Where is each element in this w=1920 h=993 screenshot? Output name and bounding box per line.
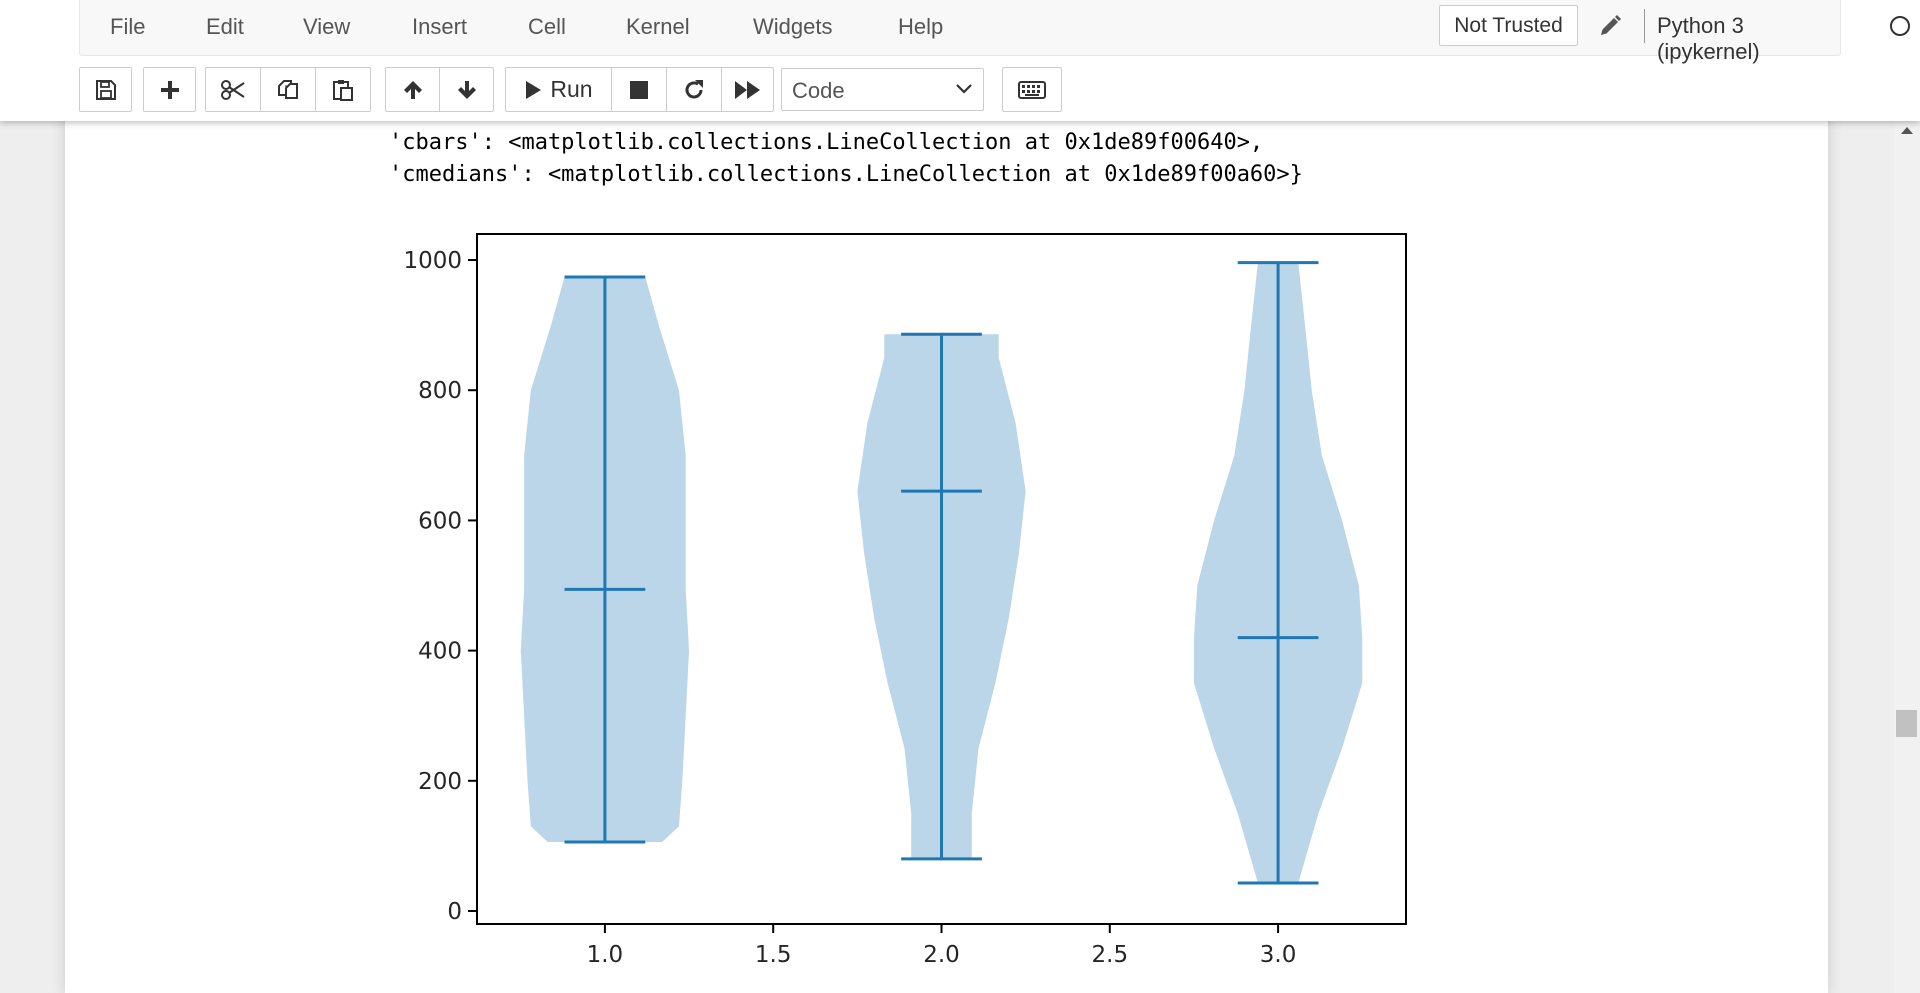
run-all-button[interactable] <box>721 67 774 112</box>
notebook-container: 'cbars': <matplotlib.collections.LineCol… <box>65 0 1828 993</box>
fast-forward-icon <box>734 80 760 99</box>
command-palette-button[interactable] <box>1002 67 1062 112</box>
y-tick-label: 1000 <box>403 248 462 274</box>
run-button[interactable]: Run <box>505 67 612 112</box>
kernel-status-icon <box>1890 16 1910 36</box>
run-button-label: Run <box>550 76 593 102</box>
page-scrollbar[interactable] <box>1894 121 1920 993</box>
restart-button[interactable] <box>666 67 722 112</box>
menu-kernel[interactable]: Kernel <box>626 14 690 39</box>
scroll-up-arrow-icon[interactable] <box>1901 127 1913 134</box>
menu-edit[interactable]: Edit <box>206 14 244 39</box>
output-text-line: 'cbars': <matplotlib.collections.LineCol… <box>389 130 1264 155</box>
y-tick-label: 800 <box>418 378 462 404</box>
notebook-header: File Edit View Insert Cell Kernel Widget… <box>0 0 1920 121</box>
y-tick-label: 400 <box>418 639 462 665</box>
stop-icon <box>630 80 648 99</box>
output-text-line: 'cmedians': <matplotlib.collections.Line… <box>389 162 1303 187</box>
chevron-down-icon <box>956 84 972 94</box>
x-tick-label: 3.0 <box>1260 942 1297 968</box>
cell-type-value: Code <box>792 78 845 103</box>
interrupt-button[interactable] <box>611 67 667 112</box>
save-button[interactable] <box>79 67 132 112</box>
kernel-separator <box>1644 9 1645 43</box>
move-down-button[interactable] <box>439 67 494 112</box>
insert-cell-button[interactable] <box>143 67 196 112</box>
violin-plot: 0 200 400 600 800 1000 1.0 1.5 2.0 2.5 3.0 <box>403 233 1407 968</box>
menu-widgets[interactable]: Widgets <box>753 14 833 39</box>
menu-cell[interactable]: Cell <box>528 14 566 39</box>
cut-button[interactable] <box>205 67 261 112</box>
menu-insert[interactable]: Insert <box>412 14 468 39</box>
x-tick-label: 2.0 <box>923 942 960 968</box>
pencil-icon[interactable] <box>1598 14 1622 38</box>
menu-view[interactable]: View <box>303 14 351 39</box>
scrollbar-thumb[interactable] <box>1896 710 1917 737</box>
paste-icon <box>333 79 353 101</box>
menubar: File Edit View Insert Cell Kernel Widget… <box>79 0 1910 64</box>
save-icon <box>95 79 116 100</box>
move-up-button[interactable] <box>385 67 440 112</box>
x-tick-label: 2.5 <box>1092 942 1129 968</box>
menu-help[interactable]: Help <box>898 14 944 39</box>
cell-type-select[interactable]: Code <box>781 68 984 111</box>
x-tick-label: 1.5 <box>755 942 792 968</box>
arrow-down-icon <box>457 80 476 99</box>
copy-button[interactable] <box>260 67 316 112</box>
scissors-icon <box>221 79 245 100</box>
keyboard-icon <box>1018 80 1046 99</box>
plus-icon <box>160 80 179 99</box>
x-tick-label: 1.0 <box>587 942 624 968</box>
arrow-up-icon <box>403 80 422 99</box>
y-tick-label: 200 <box>418 769 462 795</box>
restart-icon <box>685 79 703 98</box>
kernel-name[interactable]: Python 3 (ipykernel) <box>1657 13 1760 64</box>
copy-icon <box>278 79 298 99</box>
paste-button[interactable] <box>315 67 371 112</box>
y-tick-label: 600 <box>418 508 462 534</box>
trust-indicator[interactable]: Not Trusted <box>1439 5 1578 46</box>
play-icon <box>526 80 542 99</box>
y-tick-label: 0 <box>447 899 462 925</box>
menu-file[interactable]: File <box>110 14 146 39</box>
